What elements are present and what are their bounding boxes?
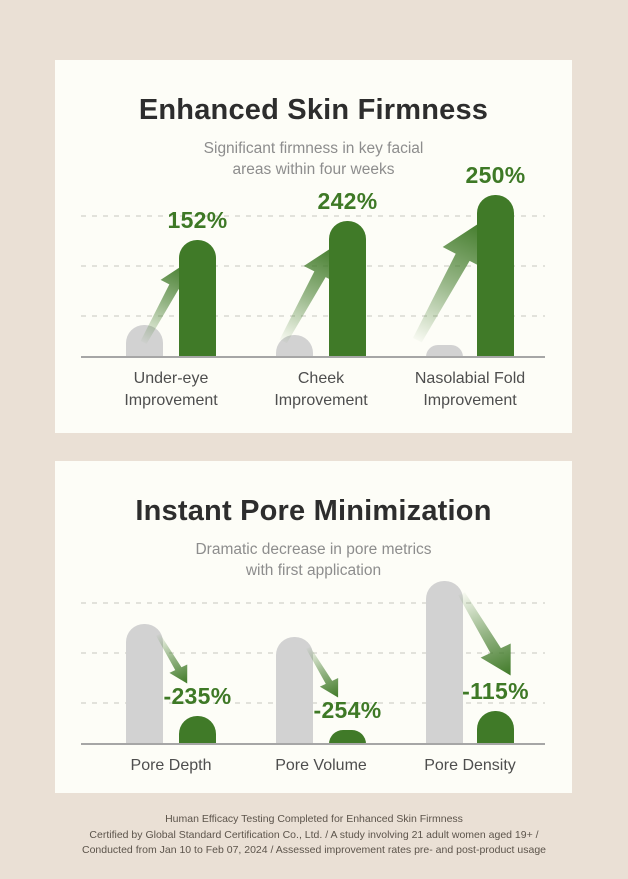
category-label: Cheek Improvement xyxy=(274,370,368,409)
value-label: 242% xyxy=(317,188,378,214)
footnote-line1: Human Efficacy Testing Completed for Enh… xyxy=(165,813,463,825)
gridline xyxy=(81,315,545,317)
value-label: 250% xyxy=(465,162,526,188)
category-label: Pore Volume xyxy=(275,757,367,774)
firmness-chart: 152% Under-eye Improvement 242% Cheek Impro… xyxy=(81,60,545,409)
pore-card: Instant Pore Minimization Dramatic decre… xyxy=(55,461,572,793)
category-label: Under-eye Improvement xyxy=(124,370,218,409)
pore-title: Instant Pore Minimization xyxy=(135,495,492,527)
increase-arrow-icon xyxy=(406,210,491,347)
before-bar xyxy=(426,581,463,744)
firmness-subtitle-line2: areas within four weeks xyxy=(232,161,395,178)
firmness-card: Enhanced Skin Firmness Significant firmn… xyxy=(55,60,572,433)
gridline xyxy=(81,215,545,217)
after-bar xyxy=(477,711,514,744)
after-bar xyxy=(179,716,216,744)
after-bar xyxy=(329,730,366,744)
pore-chart: -235% Pore Depth -254% Pore Volume -115% Pore… xyxy=(81,461,545,774)
footnote-line2: Certified by Global Standard Certificati… xyxy=(89,828,539,841)
decrease-arrow-icon xyxy=(153,632,191,688)
before-bar xyxy=(276,637,313,744)
after-bar xyxy=(329,221,366,357)
decrease-arrow-icon xyxy=(303,645,342,702)
gridline xyxy=(81,602,545,604)
footnote-line3: Conducted from Jan 10 to Feb 07, 2024 / … xyxy=(81,844,546,856)
pore-subtitle-line2: with first application xyxy=(245,562,382,579)
increase-arrow-icon xyxy=(274,236,343,347)
after-bar xyxy=(477,195,514,357)
gridline xyxy=(81,702,545,704)
category-label: Pore Density xyxy=(424,757,516,774)
study-footnote: Human Efficacy Testing Completed for Enh… xyxy=(0,812,628,859)
increase-arrow-icon xyxy=(136,255,193,347)
axis-baseline xyxy=(81,743,545,745)
category-label: Pore Depth xyxy=(130,757,212,774)
before-bar xyxy=(426,345,463,357)
pore-subtitle: Dramatic decrease in pore metrics with fi… xyxy=(55,539,572,581)
pore-subtitle-line1: Dramatic decrease in pore metrics xyxy=(195,541,432,558)
value-label: -115% xyxy=(462,678,529,704)
firmness-subtitle: Significant firmness in key facial areas … xyxy=(55,138,572,180)
after-bar xyxy=(179,240,216,357)
axis-baseline xyxy=(81,356,545,358)
firmness-title: Enhanced Skin Firmness xyxy=(138,94,489,126)
value-label: -235% xyxy=(163,683,232,709)
firmness-subtitle-line1: Significant firmness in key facial xyxy=(203,140,424,157)
category-label: Nasolabial Fold Improvement xyxy=(414,370,526,409)
value-label: -254% xyxy=(313,697,382,723)
value-label: 152% xyxy=(167,207,228,233)
before-bar xyxy=(126,624,163,744)
decrease-arrow-icon xyxy=(453,589,517,683)
